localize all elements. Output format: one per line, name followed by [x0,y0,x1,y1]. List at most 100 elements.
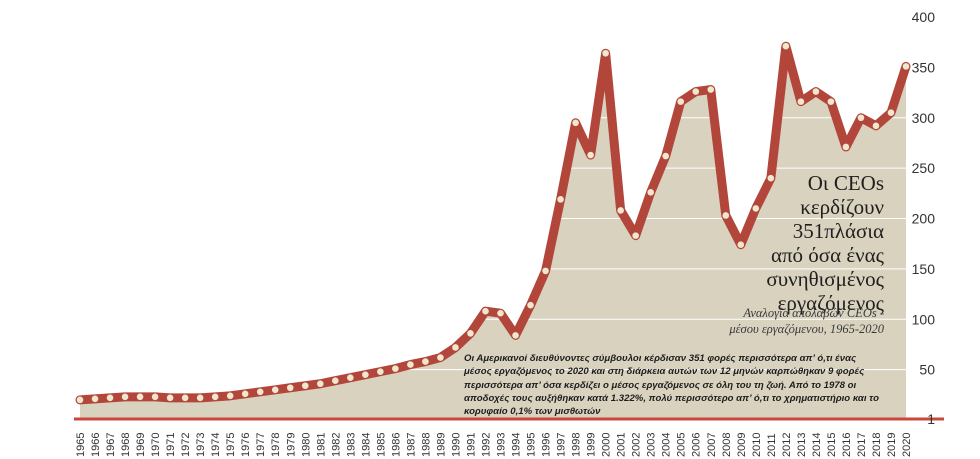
data-point [527,301,534,309]
data-point [241,390,249,398]
chart-title-line: κερδίζουν [800,195,884,219]
chart-title-line: συνηθισμένος [766,267,884,291]
x-tick-label: 1978 [270,433,282,457]
x-tick-label: 1990 [450,433,462,457]
data-point [602,49,609,57]
data-point [181,394,189,402]
data-point [542,267,549,275]
x-tick-label: 1971 [165,433,177,457]
x-tick-label: 1985 [375,433,387,457]
x-tick-label: 2008 [721,433,733,457]
x-tick-label: 1975 [225,433,237,457]
data-point [737,241,745,248]
x-tick-label: 2009 [736,433,748,457]
data-point [827,98,835,105]
x-tick-label: 2012 [781,433,793,457]
data-point [136,393,144,401]
data-point [842,143,850,151]
x-tick-label: 1994 [511,433,523,457]
x-tick-label: 1967 [105,433,117,457]
x-tick-label: 2017 [856,433,868,457]
data-point [121,393,129,401]
x-tick-label: 1981 [315,433,327,457]
x-tick-label: 1973 [195,433,207,457]
data-point [797,98,805,105]
x-tick-label: 1976 [240,433,252,457]
data-point [587,151,594,159]
chart-title-line: από όσα ένας [770,243,884,267]
y-tick-label: 1 [927,411,935,427]
data-point [662,152,670,160]
x-tick-label: 1992 [480,433,492,457]
x-tick-label: 2006 [691,433,703,457]
data-point [887,109,895,117]
x-tick-label: 2019 [886,433,898,457]
x-tick-label: 1988 [420,433,432,457]
y-tick-label: 50 [919,362,935,378]
x-tick-label: 2007 [706,433,718,457]
y-tick-label: 350 [912,59,936,75]
data-point [692,88,700,95]
x-tick-label: 1984 [360,433,372,457]
data-point [91,395,99,403]
data-point [467,330,474,337]
data-point [902,63,910,70]
chart-subtitle-line: μέσου εργαζόμενου, 1965-2020 [729,322,884,336]
data-point [677,98,685,105]
data-point [452,344,459,351]
data-point [211,393,219,401]
chart-note: Οι Αμερικανοί διευθύνοντες σύμβουλοι κέρ… [464,353,879,418]
x-tick-label: 1977 [255,433,267,457]
data-point [271,386,279,394]
data-point [166,394,174,402]
data-point [707,86,715,93]
x-tick-label: 1969 [135,433,147,457]
data-point [377,368,384,375]
x-tick-label: 2003 [646,433,658,457]
data-point [362,371,369,378]
x-tick-label: 1989 [435,433,447,457]
data-point [752,205,760,212]
y-tick-label: 100 [912,311,936,327]
x-tick-label: 1983 [345,433,357,457]
data-point [407,361,414,368]
data-point [316,380,324,388]
data-point [632,232,639,239]
x-tick-label: 2018 [871,433,883,457]
x-tick-label: 1974 [210,433,222,457]
chart-title: Οι CEOs κερδίζουν 351πλάσια από όσα ένας… [654,171,884,315]
data-point [286,384,294,392]
x-tick-label: 2013 [796,433,808,457]
data-point [422,358,429,365]
x-tick-label: 1996 [541,433,553,457]
data-point [857,114,865,122]
data-point [782,42,790,50]
x-tick-label: 1965 [75,433,87,457]
x-tick-label: 1986 [390,433,402,457]
data-point [482,307,489,315]
data-point [347,374,354,381]
data-point [512,332,519,339]
x-tick-label: 1995 [526,433,538,457]
x-tick-label: 1982 [330,433,342,457]
x-tick-label: 2016 [841,433,853,457]
data-point [151,393,159,401]
data-point [497,309,504,317]
data-point [76,396,84,404]
x-tick-label: 1991 [465,433,477,457]
data-point [392,365,399,372]
y-tick-label: 300 [912,110,936,126]
y-tick-label: 200 [912,211,936,227]
chart-title-line: Οι CEOs [807,171,884,195]
chart-subtitle-line: Αναλογία απολαβών CEOs - [743,306,884,320]
x-tick-label: 1987 [405,433,417,457]
data-point [196,394,204,402]
x-tick-label: 1998 [571,433,583,457]
data-point [872,122,880,130]
x-tick-label: 2000 [601,433,613,457]
data-point [767,174,775,182]
x-tick-label: 1968 [120,433,132,457]
x-tick-label: 2001 [616,433,628,457]
x-tick-label: 2020 [901,433,913,457]
chart-title-line: 351πλάσια [792,219,884,243]
